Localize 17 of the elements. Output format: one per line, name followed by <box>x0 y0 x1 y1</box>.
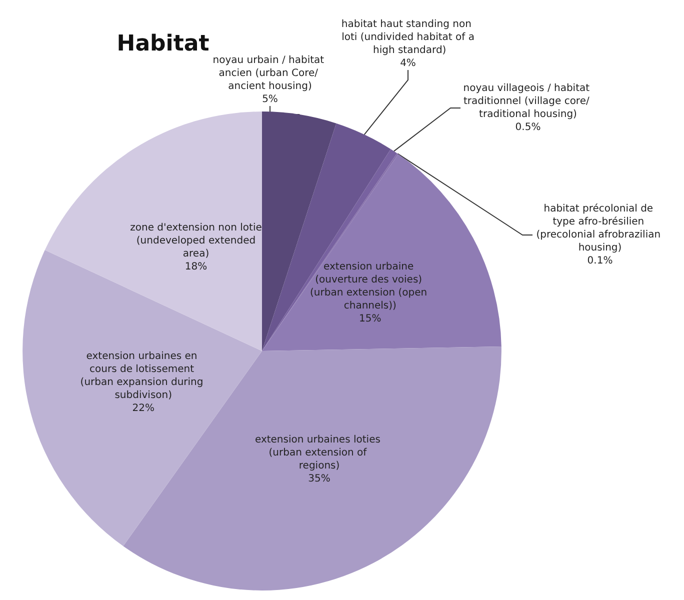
slice-label: extension urbaine (ouverture des voies) (urban extension (open channels)) <box>310 262 430 312</box>
data-label: 18% <box>184 262 208 273</box>
slice-label: habitat haut standing non loti (undivided habitat of a high standard) <box>341 19 475 56</box>
text: Habitat <box>116 32 210 56</box>
data-label: 0.1% <box>587 256 613 266</box>
slice-label: zone d'extension non lotie (undeveloped extended area) <box>130 222 262 260</box>
data-label: 5% <box>262 94 278 105</box>
data-label: 15% <box>359 314 382 325</box>
data-label: 4% <box>400 58 416 69</box>
data-label: 35% <box>308 474 330 485</box>
data-label: 0.5% <box>515 122 541 133</box>
slice-label: noyau urbain / habitat ancien (urban Core/ ancient housing) <box>212 55 328 92</box>
slice-label: habitat précolonial de type afro-brésilien (precolonial afrobrazilian housing) <box>536 204 664 254</box>
slice-label: extension urbaines loties (urban extension of regions) <box>254 434 384 472</box>
slice-label: noyau villageois / habitat traditionnel (village core/ traditional housing) <box>463 83 593 120</box>
data-label: 22% <box>132 402 154 414</box>
slice-label: extension urbaines en cours de lotissement (urban expansion during subdivison) <box>80 350 206 401</box>
